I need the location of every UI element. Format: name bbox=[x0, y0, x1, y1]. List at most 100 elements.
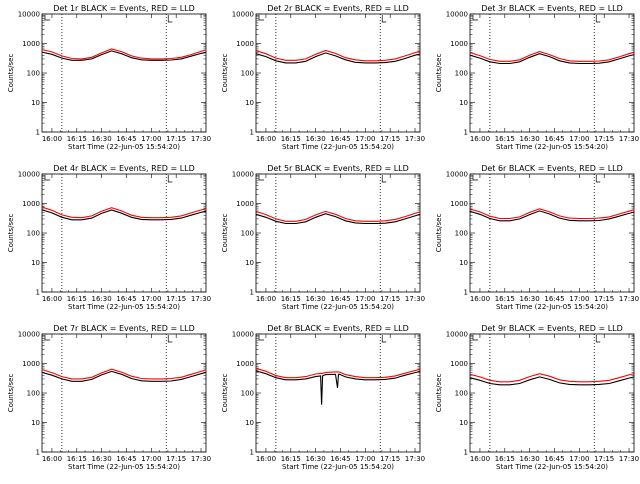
x-tick-label: 16:15 bbox=[281, 295, 301, 303]
plot-frame bbox=[255, 173, 421, 293]
x-tick-label: 16:00 bbox=[470, 455, 490, 463]
plot-frame bbox=[469, 173, 635, 293]
interval-bracket bbox=[258, 15, 264, 21]
plot-frame bbox=[469, 333, 635, 453]
plot-frame bbox=[469, 13, 635, 133]
interval-bracket bbox=[44, 175, 50, 181]
y-tick-label: 1000 bbox=[22, 200, 40, 208]
y-tick-label: 1 bbox=[36, 129, 40, 137]
x-tick-label: 16:45 bbox=[544, 295, 564, 303]
x-tick-label: 17:30 bbox=[405, 455, 425, 463]
x-axis-label: Start Time (22-Jun-05 15:54:20) bbox=[68, 143, 180, 151]
chart-title: Det 2r BLACK = Events, RED = LLD bbox=[267, 4, 409, 13]
y-tick-label: 100 bbox=[27, 230, 40, 238]
x-tick-label: 16:00 bbox=[42, 295, 62, 303]
x-tick-label: 16:45 bbox=[330, 135, 350, 143]
chart-title: Det 8r BLACK = Events, RED = LLD bbox=[267, 324, 409, 333]
chart-title: Det 6r BLACK = Events, RED = LLD bbox=[481, 164, 623, 173]
x-tick-label: 16:30 bbox=[92, 455, 112, 463]
x-tick-label: 16:15 bbox=[495, 135, 515, 143]
x-tick-label: 16:00 bbox=[256, 135, 276, 143]
y-axis-label: Counts/sec bbox=[435, 54, 443, 93]
y-axis-label: Counts/sec bbox=[7, 54, 15, 93]
interval-bracket bbox=[44, 335, 50, 341]
x-tick-label: 17:00 bbox=[569, 455, 589, 463]
y-tick-label: 1 bbox=[464, 449, 468, 457]
y-tick-label: 10000 bbox=[446, 11, 468, 19]
x-tick-label: 16:00 bbox=[256, 295, 276, 303]
x-tick-label: 17:15 bbox=[166, 135, 186, 143]
interval-bracket bbox=[381, 175, 387, 183]
y-tick-label: 1 bbox=[36, 289, 40, 297]
x-tick-label: 17:15 bbox=[594, 295, 614, 303]
x-tick-label: 16:15 bbox=[281, 135, 301, 143]
y-axis-label: Counts/sec bbox=[7, 374, 15, 413]
panel-det4: Det 4r BLACK = Events, RED = LLD 1 10 100 10… bbox=[7, 164, 211, 311]
y-tick-label: 1 bbox=[250, 289, 254, 297]
x-tick-label: 17:00 bbox=[141, 295, 161, 303]
y-tick-label: 100 bbox=[241, 70, 254, 78]
series-events-line bbox=[255, 370, 421, 405]
series-lld-line bbox=[255, 367, 421, 379]
y-tick-label: 100 bbox=[455, 70, 468, 78]
y-tick-label: 1000 bbox=[236, 360, 254, 368]
series-lld-line bbox=[255, 49, 421, 62]
interval-bracket bbox=[595, 175, 601, 183]
chart-title: Det 5r BLACK = Events, RED = LLD bbox=[267, 164, 409, 173]
y-tick-label: 10000 bbox=[232, 331, 254, 339]
y-tick-label: 10000 bbox=[232, 171, 254, 179]
y-tick-label: 10 bbox=[245, 259, 254, 267]
plot-frame bbox=[255, 13, 421, 133]
y-tick-label: 10000 bbox=[446, 171, 468, 179]
x-tick-label: 16:45 bbox=[330, 455, 350, 463]
y-tick-label: 1 bbox=[464, 289, 468, 297]
y-tick-label: 1000 bbox=[236, 40, 254, 48]
x-tick-label: 17:00 bbox=[355, 135, 375, 143]
plot-frame bbox=[41, 333, 207, 453]
chart-title: Det 1r BLACK = Events, RED = LLD bbox=[53, 4, 195, 13]
panel-det8: Det 8r BLACK = Events, RED = LLD 1 10 100 10… bbox=[221, 324, 425, 471]
interval-bracket bbox=[167, 175, 173, 183]
x-tick-label: 16:30 bbox=[306, 295, 326, 303]
x-axis-label: Start Time (22-Jun-05 15:54:20) bbox=[68, 303, 180, 311]
y-tick-label: 1000 bbox=[450, 360, 468, 368]
x-tick-label: 17:15 bbox=[166, 455, 186, 463]
x-tick-label: 17:30 bbox=[191, 135, 211, 143]
y-tick-label: 1000 bbox=[22, 360, 40, 368]
y-tick-label: 1 bbox=[250, 129, 254, 137]
x-tick-label: 16:15 bbox=[67, 295, 87, 303]
x-tick-label: 16:45 bbox=[330, 295, 350, 303]
panel-det5: Det 5r BLACK = Events, RED = LLD 1 10 100 10… bbox=[221, 164, 425, 311]
x-axis-label: Start Time (22-Jun-05 15:54:20) bbox=[282, 303, 394, 311]
chart-title: Det 7r BLACK = Events, RED = LLD bbox=[53, 324, 195, 333]
plot-frame bbox=[255, 333, 421, 453]
interval-bracket bbox=[472, 175, 478, 181]
y-tick-label: 10000 bbox=[18, 11, 40, 19]
x-tick-label: 16:00 bbox=[42, 135, 62, 143]
interval-bracket bbox=[595, 15, 601, 23]
series-lld-line bbox=[469, 208, 635, 220]
y-axis-label: Counts/sec bbox=[435, 374, 443, 413]
x-tick-label: 16:00 bbox=[42, 455, 62, 463]
series-events-line bbox=[41, 370, 207, 382]
chart-title: Det 9r BLACK = Events, RED = LLD bbox=[481, 324, 623, 333]
y-axis-label: Counts/sec bbox=[7, 214, 15, 253]
series-events-line bbox=[41, 50, 207, 61]
y-tick-label: 10 bbox=[31, 259, 40, 267]
y-tick-label: 10000 bbox=[18, 171, 40, 179]
x-tick-label: 16:15 bbox=[67, 455, 87, 463]
x-tick-label: 16:45 bbox=[116, 455, 136, 463]
x-tick-label: 16:30 bbox=[306, 455, 326, 463]
x-tick-label: 17:00 bbox=[141, 135, 161, 143]
panel-det2: Det 2r BLACK = Events, RED = LLD 1 10 100 10… bbox=[221, 4, 425, 151]
series-events-line bbox=[41, 209, 207, 221]
x-tick-label: 17:30 bbox=[619, 455, 639, 463]
interval-bracket bbox=[258, 175, 264, 181]
series-lld-line bbox=[41, 206, 207, 219]
series-lld-line bbox=[469, 51, 635, 62]
x-tick-label: 17:00 bbox=[141, 455, 161, 463]
y-axis-label: Counts/sec bbox=[221, 214, 229, 253]
interval-bracket bbox=[167, 15, 173, 23]
y-tick-label: 1000 bbox=[450, 200, 468, 208]
x-tick-label: 17:00 bbox=[355, 455, 375, 463]
